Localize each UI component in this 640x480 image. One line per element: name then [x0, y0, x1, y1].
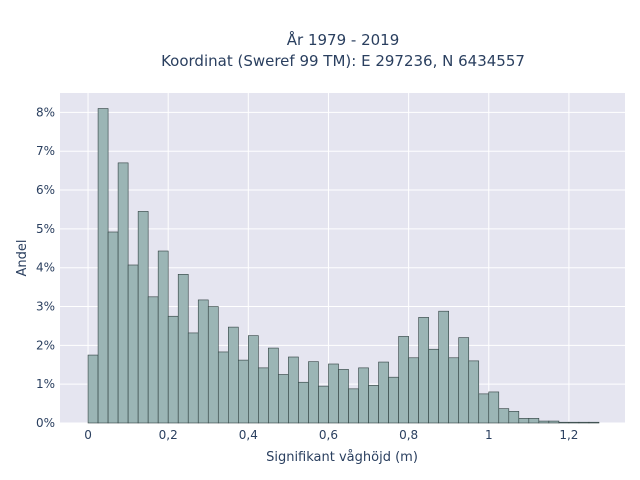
x-tick-label: 1,2	[559, 428, 578, 442]
histogram-bar	[298, 381, 309, 424]
histogram-bar	[458, 337, 470, 424]
histogram-bar	[177, 274, 189, 424]
histogram-bar	[288, 356, 299, 424]
histogram-bar	[328, 363, 339, 424]
histogram-bar	[338, 369, 349, 424]
histogram-bar	[498, 408, 510, 424]
histogram-bar	[508, 411, 520, 424]
y-tick-label: 1%	[36, 377, 55, 391]
x-axis-ticks: 0 0,2 0,4 0,6 0,8 1 1,2	[84, 428, 578, 442]
histogram-bar	[187, 332, 199, 424]
x-tick-label: 0,2	[159, 428, 178, 442]
histogram-bar	[318, 385, 329, 424]
x-tick-label: 0,4	[239, 428, 258, 442]
histogram-bar	[408, 357, 419, 424]
histogram-bar	[127, 264, 139, 424]
histogram-bar	[578, 421, 590, 424]
y-axis-ticks: 0% 1% 2% 3% 4% 5% 6% 7% 8%	[36, 105, 55, 430]
histogram-bar	[478, 393, 490, 424]
histogram-bar	[398, 336, 409, 424]
histogram-bar	[87, 354, 99, 424]
histogram-bar	[217, 351, 229, 424]
histogram-bar	[358, 367, 369, 424]
histogram-bar	[157, 250, 169, 424]
histogram-bar	[207, 306, 219, 424]
histogram-bar	[248, 335, 259, 424]
histogram-bar	[278, 374, 289, 424]
histogram-bar	[107, 231, 119, 424]
x-tick-label: 0,6	[319, 428, 338, 442]
histogram-bar	[197, 299, 209, 424]
histogram-bar	[258, 367, 269, 424]
chart-title-line-1: År 1979 - 2019	[287, 30, 400, 49]
histogram-bar	[588, 421, 600, 424]
histogram-bar	[388, 376, 399, 424]
y-tick-label: 5%	[36, 222, 55, 236]
x-tick-label: 0,8	[399, 428, 418, 442]
histogram-bar	[137, 211, 149, 424]
histogram-bar	[378, 361, 389, 424]
histogram-bar	[528, 418, 540, 424]
y-tick-label: 7%	[36, 144, 55, 158]
y-axis-title: Andel	[15, 240, 30, 277]
histogram-bar	[488, 391, 500, 424]
histogram-bar	[368, 385, 379, 424]
histogram-bar	[228, 326, 239, 424]
y-tick-label: 8%	[36, 105, 55, 119]
histogram-bar	[558, 421, 570, 424]
histogram-bar	[518, 418, 530, 424]
x-axis-title: Signifikant våghöjd (m)	[266, 450, 418, 465]
x-tick-label: 0	[84, 428, 92, 442]
y-tick-label: 6%	[36, 183, 55, 197]
histogram-bar	[268, 347, 279, 424]
histogram-bar	[167, 315, 179, 424]
histogram-bar	[548, 420, 560, 424]
bars	[87, 108, 600, 424]
histogram-bar	[308, 361, 319, 424]
histogram-bar	[117, 162, 129, 424]
histogram-bar	[418, 317, 429, 424]
histogram-bar	[147, 296, 159, 424]
x-tick-label: 1	[485, 428, 493, 442]
chart-title-line-2: Koordinat (Sweref 99 TM): E 297236, N 64…	[161, 52, 525, 70]
histogram-bar	[238, 359, 249, 424]
histogram-bar	[97, 108, 109, 424]
histogram-bar	[468, 360, 480, 424]
histogram-bar	[348, 388, 359, 424]
y-tick-label: 3%	[36, 300, 55, 314]
y-tick-label: 4%	[36, 261, 55, 275]
histogram-bar	[568, 421, 580, 424]
histogram-bar	[428, 348, 439, 424]
histogram-bar	[538, 420, 550, 424]
y-tick-label: 2%	[36, 338, 55, 352]
histogram-bar	[438, 310, 449, 424]
histogram-bar	[448, 357, 460, 424]
y-tick-label: 0%	[36, 416, 55, 430]
